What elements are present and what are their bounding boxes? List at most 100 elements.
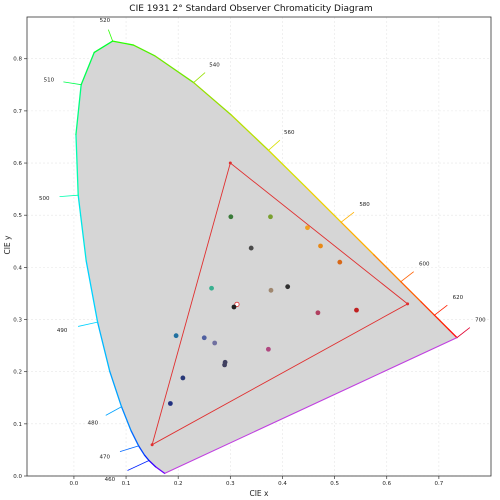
locus-segment [85, 260, 99, 323]
x-tick-label: 0.3 [226, 481, 235, 487]
purple-line [164, 337, 458, 474]
locus-segment [109, 370, 123, 408]
gamut-vertex [228, 161, 232, 165]
wavelength-tick [400, 271, 414, 283]
wavelength-tick [193, 72, 206, 83]
x-tick-label: 0.5 [330, 481, 339, 487]
wavelength-label: 470 [99, 454, 110, 460]
locus-segment [267, 149, 307, 188]
sample-point [268, 287, 274, 293]
locus-segment [93, 40, 114, 54]
plot-frame [26, 16, 492, 477]
x-tick-label: 0.6 [382, 481, 391, 487]
wavelength-tick [268, 139, 281, 151]
wavelength-tick [78, 321, 98, 327]
wavelength-tick [105, 406, 122, 416]
locus-segment [137, 445, 146, 456]
wavelength-label: 500 [39, 196, 50, 202]
locus-segment [75, 133, 79, 196]
locus-segment [132, 44, 156, 57]
locus-segment [373, 254, 402, 283]
sample-point [265, 346, 271, 352]
spectral-locus-edge [75, 40, 458, 475]
sample-point [180, 375, 186, 381]
x-tick-label: 0.2 [174, 481, 183, 487]
spectral-locus-fill [75, 41, 457, 474]
sample-point [173, 333, 179, 339]
chart-title: CIE 1931 2° Standard Observer Chromatici… [129, 4, 372, 14]
locus-segment [433, 314, 450, 331]
y-tick-label: 0.2 [13, 370, 22, 376]
y-tick-label: 0.4 [13, 265, 22, 271]
wavelength-tick [63, 81, 82, 86]
y-tick-label: 0.1 [13, 422, 22, 428]
locus-segment [192, 81, 232, 116]
sample-point [209, 285, 214, 291]
locus-segment [80, 51, 95, 86]
wavelength-label: 510 [44, 77, 55, 83]
x-axis-label: CIE x [249, 489, 269, 498]
gamut-vertex [150, 443, 154, 447]
wavelength-label: 490 [57, 328, 68, 334]
sample-point [248, 245, 254, 251]
sample-point [167, 401, 173, 406]
sample-point [222, 362, 227, 368]
locus-segment [153, 54, 195, 84]
sample-point [337, 259, 343, 265]
wavelength-tick [127, 460, 150, 471]
wavelength-label: 480 [88, 420, 99, 426]
y-tick-label: 0.3 [13, 318, 22, 324]
sample-point [315, 310, 321, 316]
sample-point [201, 335, 207, 341]
gamut-triangle [151, 162, 409, 446]
wavelength-tick [340, 211, 355, 223]
plot-area: 460 470 480 490 500 510 520 540 560 580 600 620 700 0… [13, 16, 492, 487]
x-tick-label: 0.0 [70, 481, 79, 487]
white-point [234, 301, 240, 307]
y-tick-label: 0.7 [13, 109, 22, 115]
wavelength-tick [59, 194, 79, 198]
locus-segment [448, 328, 458, 339]
wavelength-label: 620 [453, 295, 464, 301]
locus-segment [230, 114, 270, 151]
y-tick-label: 0.8 [13, 57, 22, 63]
wavelength-tick [119, 445, 139, 452]
x-tick-label: 0.7 [434, 481, 443, 487]
locus-segment [154, 466, 166, 475]
sample-point [305, 225, 310, 231]
locus-segment [112, 40, 135, 46]
wavelength-label: 520 [100, 18, 111, 24]
wavelength-label: 540 [209, 62, 220, 68]
sample-point [212, 340, 218, 346]
y-axis-label: CIE y [3, 235, 12, 255]
locus-segment [304, 186, 342, 223]
y-tick-label: 0.5 [13, 213, 22, 219]
axis-ticks: 0.0 0.1 0.2 0.3 0.4 0.5 0.6 0.7 0.0 0.1 0.2 0.3 0.4 0… [13, 57, 443, 487]
gamut-vertex [406, 302, 410, 306]
sample-point [318, 243, 323, 249]
locus-segment [96, 321, 111, 372]
locus-segment [143, 454, 150, 462]
locus-segment [148, 459, 157, 468]
wavelength-label: 460 [105, 477, 116, 483]
sample-point [285, 284, 291, 290]
wavelength-label: 560 [284, 130, 295, 136]
y-tick-label: 0.0 [13, 474, 22, 480]
sample-point [228, 214, 234, 220]
wavelength-label: 700 [475, 317, 486, 323]
locus-segment [120, 406, 132, 432]
wavelength-markers: 460 470 480 490 500 510 520 540 560 580 600 620 700 [39, 18, 486, 483]
sample-points [167, 214, 359, 406]
wavelength-tick [434, 304, 448, 316]
wavelength-label: 580 [359, 202, 370, 208]
sample-point [231, 304, 237, 310]
x-tick-label: 0.1 [122, 481, 131, 487]
locus-segment [130, 430, 140, 447]
locus-segment [420, 301, 436, 316]
y-tick-label: 0.6 [13, 161, 22, 167]
x-tick-label: 0.4 [278, 481, 287, 487]
sample-point [354, 307, 359, 313]
locus-segment [340, 221, 375, 256]
sample-point [268, 214, 273, 220]
